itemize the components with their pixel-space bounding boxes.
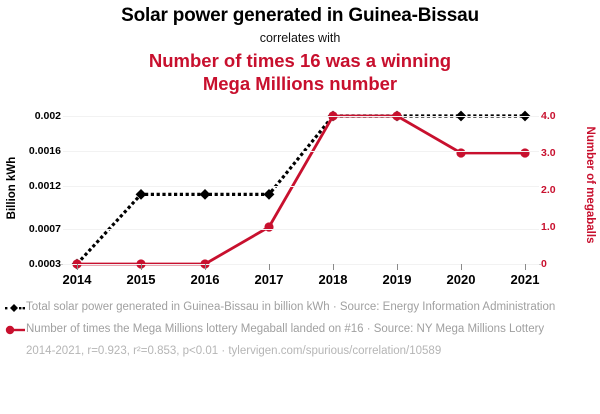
legend-label-solar: Total solar power generated in Guinea-Bi… <box>26 301 556 313</box>
legend-footer: 2014-2021, r=0.923, r²=0.853, p<0.01 · t… <box>26 345 442 357</box>
x-axis-tick-mark <box>397 264 398 270</box>
x-axis-tick-label: 2017 <box>254 272 284 287</box>
data-point-marker <box>456 148 466 158</box>
gridline <box>63 185 539 187</box>
data-point-marker <box>199 188 211 200</box>
y-axis-left-tick-label: 0.0016 <box>28 144 61 157</box>
chart-area: Billion kWh Number of megaballs 0.0003 0.… <box>0 104 600 292</box>
page-subtitle-line-2: Mega Millions number <box>202 73 398 94</box>
series-lines <box>71 110 531 270</box>
y-axis-right-tick-label: 4.0 <box>541 110 556 122</box>
gridline <box>63 229 539 231</box>
page-subtitle-line-1: Number of times 16 was a winning <box>148 50 452 71</box>
x-axis-tick-label: 2014 <box>62 272 92 287</box>
legend-label-megaball: Number of times the Mega Millions lotter… <box>26 323 545 335</box>
y-axis-right-title: Number of megaballs <box>584 126 596 244</box>
y-axis-right-tick-label: 0 <box>541 258 547 270</box>
y-axis-left-tick-label: 0.002 <box>34 110 61 122</box>
data-point-marker <box>135 188 147 200</box>
y-axis-right-tick-label: 2.0 <box>541 184 556 196</box>
page-subtitle: Number of times 16 was a winning Mega Mi… <box>0 49 600 95</box>
legend-item-solar: Total solar power generated in Guinea-Bi… <box>4 300 588 315</box>
x-axis-tick-mark <box>77 264 78 270</box>
data-point-marker <box>264 222 274 232</box>
series-line-1 <box>75 114 525 266</box>
page-title: Solar power generated in Guinea-Bissau <box>121 5 479 26</box>
x-axis-tick-label: 2016 <box>190 272 220 287</box>
x-axis-tick-mark <box>461 264 462 270</box>
x-axis-tick-mark <box>269 264 270 270</box>
x-axis-tick-mark <box>205 264 206 270</box>
data-point-marker <box>263 188 275 200</box>
series-line-2 <box>75 114 527 266</box>
gridline <box>63 116 539 117</box>
x-axis-tick-label: 2021 <box>510 272 540 287</box>
x-axis-tick-label: 2019 <box>382 272 412 287</box>
x-axis-tick-mark <box>141 264 142 270</box>
diamond-dotted-marker-icon <box>4 301 26 315</box>
x-axis-tick-label: 2018 <box>318 272 348 287</box>
gridline <box>63 150 539 152</box>
y-axis-right-tick-label: 3.0 <box>541 147 556 159</box>
chart-header: Solar power generated in Guinea-Bissau c… <box>0 0 600 95</box>
title-connector: correlates with <box>259 31 341 45</box>
y-axis-left-tick-label: 0.0003 <box>28 258 61 270</box>
data-point-marker <box>200 259 210 269</box>
y-axis-left-title: Billion kWh <box>6 156 18 220</box>
circle-solid-marker-icon <box>4 323 26 337</box>
data-point-marker <box>520 148 530 158</box>
x-axis-tick-label: 2015 <box>126 272 156 287</box>
y-axis-left-tick-label: 0.0012 <box>28 179 61 192</box>
chart-legend: Total solar power generated in Guinea-Bi… <box>4 300 588 359</box>
data-point-marker <box>72 259 82 269</box>
gridline <box>63 264 539 265</box>
y-axis-left-tick-label: 0.0007 <box>28 223 61 236</box>
x-axis-tick-mark <box>525 264 526 270</box>
x-axis-tick-mark <box>333 264 334 270</box>
data-point-marker <box>136 259 146 269</box>
x-axis-tick-label: 2020 <box>446 272 476 287</box>
legend-item-megaball: Number of times the Mega Millions lotter… <box>4 322 588 337</box>
y-axis-right-tick-label: 1.0 <box>541 221 556 233</box>
plot-region: 0.0003 0.0007 0.0012 0.0016 0.002 0 1.0 2.0 3.0 4… <box>29 110 556 287</box>
